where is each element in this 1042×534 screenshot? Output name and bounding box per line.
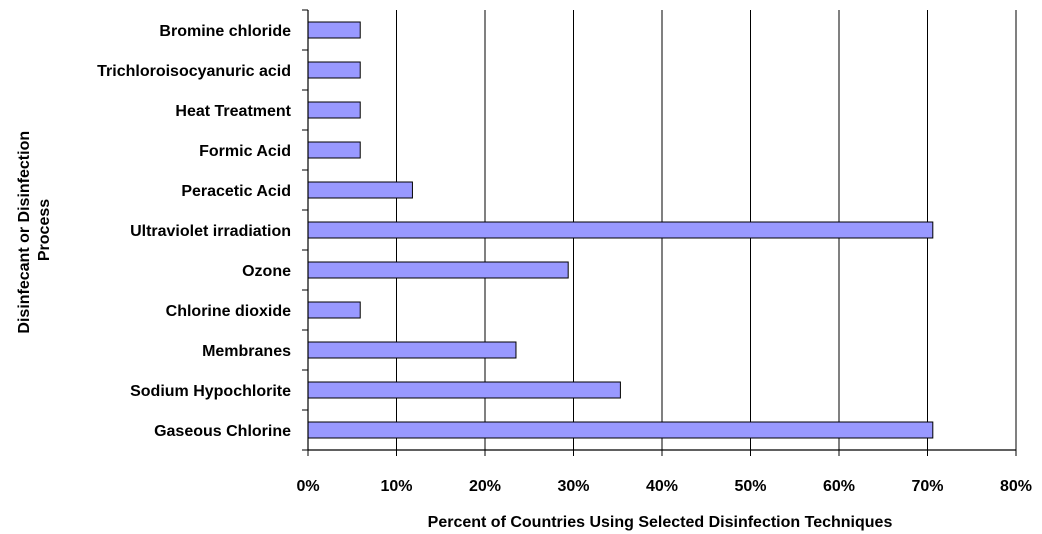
x-tick-label: 70% (911, 478, 943, 495)
x-axis-title: Percent of Countries Using Selected Disi… (428, 514, 893, 531)
bar (307, 421, 934, 439)
bar (307, 141, 361, 159)
bar (307, 221, 934, 239)
x-tick-label: 10% (380, 478, 412, 495)
bar (307, 61, 361, 79)
category-label: Heat Treatment (175, 103, 291, 120)
category-label: Formic Acid (199, 143, 291, 160)
x-tick-label: 50% (734, 478, 766, 495)
axes (302, 9, 1017, 456)
category-labels: Gaseous Chlorine Sodium Hypochlorite Membr… (97, 23, 292, 440)
x-tick-labels: 0% 10% 20% 30% 40% 50% 60% 70% 80% (296, 478, 1032, 495)
category-label: Ozone (242, 263, 291, 280)
bar (307, 341, 517, 359)
x-tick-label: 20% (469, 478, 501, 495)
x-tick-label: 80% (1000, 478, 1032, 495)
y-axis-title: Disinfecant or Disinfection Process (16, 126, 53, 333)
x-tick-label: 40% (646, 478, 678, 495)
category-label: Gaseous Chlorine (154, 423, 291, 440)
bar (307, 301, 361, 319)
category-label: Peracetic Acid (181, 183, 291, 200)
bar (307, 381, 621, 399)
x-tick-label: 0% (296, 478, 319, 495)
category-label: Trichloroisocyanuric acid (97, 63, 291, 80)
bar (307, 261, 569, 279)
x-tick-label: 60% (823, 478, 855, 495)
bars (307, 21, 934, 439)
category-label: Bromine chloride (159, 23, 291, 40)
category-label: Ultraviolet irradiation (130, 223, 291, 240)
category-label: Sodium Hypochlorite (130, 383, 291, 400)
bar (307, 101, 361, 119)
bar (307, 181, 413, 199)
x-tick-label: 30% (557, 478, 589, 495)
bar (307, 21, 361, 39)
category-label: Membranes (202, 343, 291, 360)
y-axis-title-line-2: Process (36, 199, 53, 261)
y-axis-title-line-1: Disinfecant or Disinfection (16, 131, 33, 334)
category-label: Chlorine dioxide (166, 303, 291, 320)
